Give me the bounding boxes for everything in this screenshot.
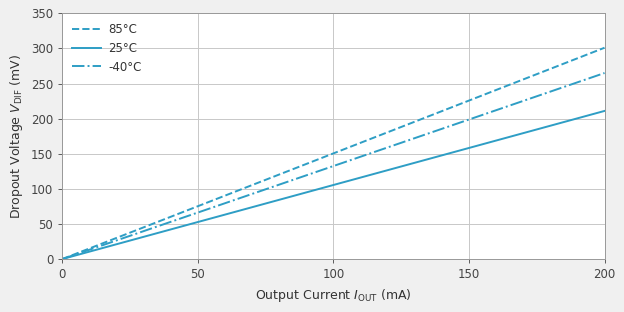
85°C — [316, 157, 323, 161]
-40°C — [588, 76, 595, 79]
85°C — [352, 143, 359, 147]
Line: -40°C: -40°C — [62, 73, 605, 259]
Legend: 85°C, 25°C, -40°C: 85°C, 25°C, -40°C — [67, 18, 146, 78]
-40°C — [319, 168, 327, 172]
85°C — [588, 51, 595, 55]
-40°C — [316, 169, 323, 173]
Line: 25°C: 25°C — [62, 111, 605, 259]
25°C — [588, 113, 595, 116]
-40°C — [59, 257, 66, 261]
-40°C — [503, 105, 510, 109]
85°C — [59, 257, 66, 261]
25°C — [503, 136, 510, 139]
85°C — [381, 131, 389, 135]
85°C — [503, 84, 510, 88]
25°C — [381, 169, 389, 173]
85°C — [601, 46, 608, 50]
25°C — [352, 177, 359, 181]
Y-axis label: Dropout Voltage $V_{\mathrm{DIF}}$ (mV): Dropout Voltage $V_{\mathrm{DIF}}$ (mV) — [8, 54, 26, 219]
25°C — [316, 187, 323, 191]
25°C — [319, 186, 327, 190]
-40°C — [601, 71, 608, 75]
Line: 85°C: 85°C — [62, 48, 605, 259]
85°C — [319, 156, 327, 159]
X-axis label: Output Current $I_{\mathrm{OUT}}$ (mA): Output Current $I_{\mathrm{OUT}}$ (mA) — [255, 287, 412, 304]
-40°C — [352, 157, 359, 160]
-40°C — [381, 146, 389, 150]
25°C — [59, 257, 66, 261]
25°C — [601, 109, 608, 113]
